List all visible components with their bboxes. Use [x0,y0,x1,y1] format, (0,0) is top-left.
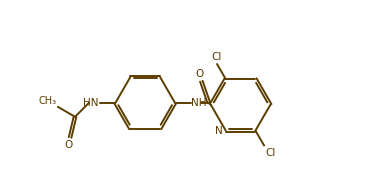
Text: O: O [65,140,73,150]
Text: Cl: Cl [266,148,276,158]
Text: CH₃: CH₃ [38,96,56,106]
Text: O: O [195,69,204,79]
Text: N: N [216,126,223,136]
Text: NH: NH [191,98,207,108]
Text: Cl: Cl [211,52,222,62]
Text: HN: HN [84,98,99,108]
